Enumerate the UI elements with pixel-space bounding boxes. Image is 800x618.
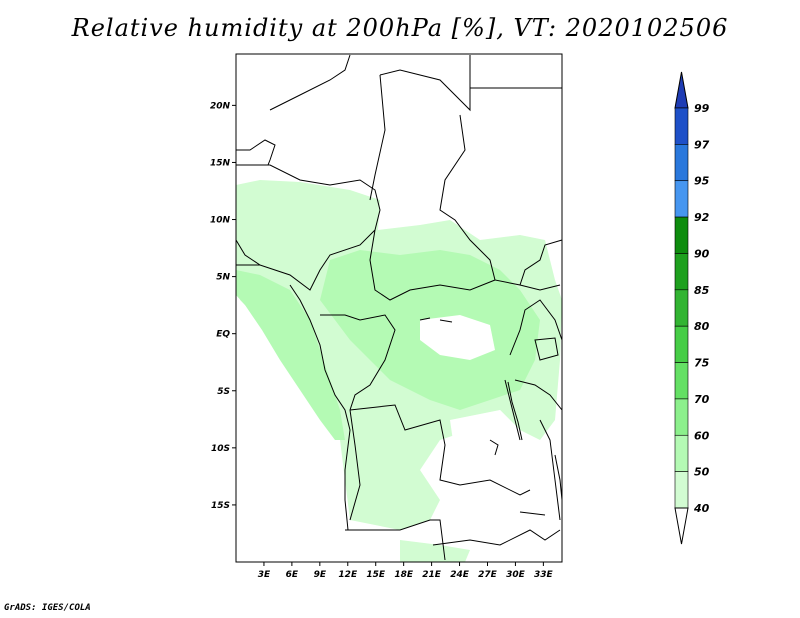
colorbar-segment: [674, 107, 689, 145]
colorbar-label: 92: [694, 211, 710, 224]
colorbar-segment: [674, 434, 689, 472]
colorbar-segment: [674, 471, 689, 509]
colorbar-segment: [674, 398, 689, 436]
border-line: [269, 54, 351, 111]
border-line: [236, 229, 376, 291]
colorbar-legend: 99 97 95 92 90 85 80 75 70 60 50 40: [674, 71, 710, 545]
border-line: [379, 55, 471, 112]
humidity-region-coast: [236, 270, 345, 440]
colorbar-segment: [674, 362, 689, 400]
lon-tick-label: 21E: [422, 570, 442, 580]
lat-tick-label: 15S: [211, 501, 230, 511]
border-line: [432, 529, 561, 546]
border-line: [349, 409, 361, 521]
lat-tick-label: 5S: [217, 387, 230, 397]
colorbar-label: 97: [694, 138, 710, 151]
map-frame: [235, 53, 563, 563]
border-line: [369, 229, 496, 301]
lon-tick-label: 27E: [478, 570, 498, 580]
lon-tick-label: 12E: [338, 570, 358, 580]
colorbar-label: 90: [694, 247, 710, 260]
colorbar-segment: [674, 253, 689, 291]
lake-mweru: [489, 439, 499, 456]
border-line: [349, 404, 531, 496]
colorbar-segment: [674, 144, 689, 182]
longitude-axis: 3E 6E 9E 12E 15E 18E 21E 24E 27E 30E 33E: [258, 562, 554, 580]
lon-tick-label: 30E: [506, 570, 526, 580]
humidity-patch-sw: [400, 540, 470, 562]
humidity-blob-south: [450, 410, 520, 470]
border-line: [345, 519, 446, 561]
lat-tick-label: 20N: [210, 101, 231, 111]
border-line: [539, 419, 561, 521]
lat-tick-label: 10S: [211, 444, 230, 454]
map-title: Relative humidity at 200hPa [%], VT: 202…: [71, 14, 729, 42]
humidity-shading: [236, 180, 562, 562]
lon-tick-label: 3E: [258, 570, 271, 580]
lat-tick-label: 15N: [210, 158, 231, 168]
lon-tick-label: 9E: [314, 570, 327, 580]
border-line: [519, 239, 563, 286]
border-line: [514, 379, 563, 411]
lon-tick-label: 33E: [534, 570, 554, 580]
country-borders: [235, 54, 563, 561]
lat-tick-label: 10N: [210, 216, 231, 226]
lat-tick-label: 5N: [216, 273, 230, 283]
colorbar-label: 60: [694, 429, 710, 442]
humidity-blob-east: [420, 315, 495, 360]
lon-tick-label: 18E: [394, 570, 414, 580]
lake-kariba: [519, 511, 546, 516]
border-line: [236, 164, 381, 231]
lat-tick-label: EQ: [216, 330, 230, 340]
lake-tanganyika: [504, 379, 523, 441]
colorbar-segment: [674, 180, 689, 218]
lake-malawi: [554, 454, 563, 501]
lon-tick-label: 24E: [450, 570, 470, 580]
colorbar-label: 40: [693, 502, 710, 515]
border-line: [439, 114, 561, 291]
colorbar-segment: [674, 289, 689, 327]
lake-victoria: [534, 337, 559, 361]
border-line: [320, 314, 396, 411]
coastline: [235, 239, 351, 531]
lon-tick-label: 6E: [286, 570, 299, 580]
grads-credit: GrADS: IGES/COLA: [4, 603, 91, 613]
humidity-region-north: [270, 205, 350, 245]
colorbar-label: 99: [694, 102, 710, 115]
colorbar-label: 75: [694, 357, 710, 370]
colorbar-label: 85: [694, 284, 710, 297]
colorbar-segment: [674, 216, 689, 254]
colorbar-label: 95: [694, 175, 710, 188]
lon-tick-label: 15E: [366, 570, 386, 580]
river-outline: [419, 317, 453, 323]
colorbar-label: 70: [694, 393, 710, 406]
border-line: [509, 299, 563, 356]
latitude-axis: 20N 15N 10N 5N EQ 5S 10S 15S: [210, 101, 236, 511]
colorbar-top-arrow: [674, 71, 689, 109]
colorbar-label: 80: [694, 320, 710, 333]
border-line: [236, 139, 276, 166]
border-line: [369, 74, 386, 201]
colorbar-bottom-arrow: [674, 507, 689, 545]
colorbar-segment: [674, 325, 689, 363]
colorbar-label: 50: [694, 466, 710, 479]
